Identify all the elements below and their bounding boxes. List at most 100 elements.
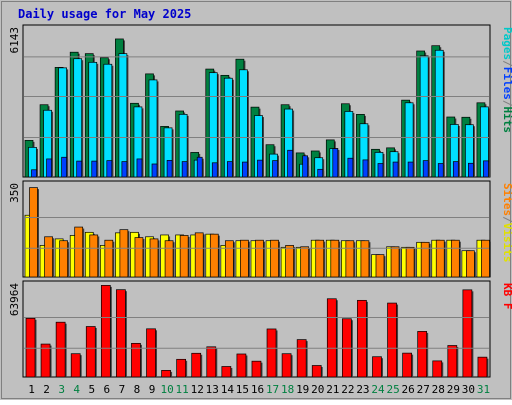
pages-bar	[61, 156, 67, 178]
kbf-bar	[161, 370, 171, 378]
x-tick-label: 6	[104, 383, 111, 396]
x-tick-label: 2	[43, 383, 50, 396]
pages-bar	[407, 161, 414, 178]
x-tick-label: 28	[432, 383, 445, 396]
visits-sites-bars	[24, 187, 491, 278]
pages-bar	[31, 169, 37, 178]
hits-files-pages-bars	[24, 38, 490, 178]
pages-bar	[242, 161, 248, 178]
pages-bar	[121, 161, 128, 178]
kbf-axis-max-label: 63964	[8, 283, 21, 316]
pages-bar	[377, 163, 384, 178]
kbf-bar	[191, 352, 202, 378]
x-tick-label: 19	[296, 383, 309, 396]
pages-bar	[46, 158, 52, 178]
files-bar	[73, 58, 83, 178]
pages-bar	[76, 160, 83, 178]
x-tick-label: 9	[149, 383, 156, 396]
files-bar	[103, 63, 113, 178]
files-bar	[208, 72, 218, 178]
pages-bar	[257, 159, 263, 178]
sites-bar	[194, 232, 204, 278]
sites-bar	[375, 254, 385, 278]
x-tick-label: 8	[134, 383, 141, 396]
sites-bar	[270, 239, 279, 278]
kbf-bar	[477, 356, 488, 378]
pages-bar	[91, 160, 98, 178]
sites-visits-legend-item: /	[501, 216, 512, 223]
kbf-bar	[402, 352, 412, 378]
sites-bar	[164, 240, 174, 278]
sites-bar	[134, 237, 144, 278]
kbf-bar	[462, 289, 473, 378]
x-tick-label: 21	[326, 383, 339, 396]
kbf-bar	[55, 321, 66, 378]
x-tick-label: 25	[386, 383, 399, 396]
pages-bar	[106, 160, 113, 178]
sites-visits-legend-item: Sites	[501, 183, 512, 216]
pages-bar	[347, 157, 354, 178]
kbf-bar	[85, 326, 96, 378]
kbf-bar	[70, 353, 81, 378]
sites-bar	[255, 239, 264, 278]
pages-bar	[483, 160, 489, 178]
x-tick-label: 22	[341, 383, 354, 396]
kbf-bar	[146, 328, 156, 378]
x-tick-label: 24	[371, 383, 385, 396]
sites-bar	[420, 241, 430, 278]
sites-bar	[285, 245, 294, 278]
x-tick-label: 4	[73, 383, 80, 396]
pages-bar	[392, 161, 399, 178]
x-tick-label: 10	[160, 383, 173, 396]
kbf-bar	[432, 360, 443, 378]
pages-bar	[302, 155, 309, 178]
files-bar	[88, 61, 98, 178]
pages-bar	[317, 168, 324, 178]
hits-files-pages-legend: Pages/Files/Hits	[501, 27, 512, 133]
pages-bar	[226, 161, 233, 178]
kbf-bar	[447, 345, 458, 378]
pages-bar	[437, 163, 444, 178]
kbf-bar	[131, 342, 141, 378]
kbf-bar	[176, 358, 186, 378]
x-tick-label: 26	[402, 383, 415, 396]
pages-bar	[211, 162, 218, 178]
kbf-bar	[221, 366, 232, 378]
sites-bar	[59, 240, 68, 278]
pages-bar	[196, 156, 203, 178]
x-tick-label: 7	[119, 383, 126, 396]
sites-bar	[209, 233, 219, 278]
hits-files-pages-legend-item: Pages	[501, 27, 512, 60]
sites-bar	[345, 240, 355, 278]
x-tick-label: 16	[251, 383, 264, 396]
sites-bar	[29, 187, 38, 278]
sites-visits-legend-item: Visits	[501, 223, 512, 263]
sites-bar	[450, 239, 460, 278]
x-tick-label: 18	[281, 383, 294, 396]
kbf-bar	[372, 356, 382, 378]
sites-bar	[360, 240, 370, 278]
kbf-bar	[296, 339, 307, 378]
sites-bar	[300, 246, 310, 278]
sites-visits-legend: Sites/Visits	[501, 183, 512, 263]
pages-bar	[181, 161, 188, 178]
pages-bar	[151, 163, 158, 178]
kbf-bars	[25, 285, 489, 378]
x-tick-label: 13	[206, 383, 219, 396]
pages-bar	[136, 158, 143, 178]
sites-bar	[330, 239, 340, 278]
x-tick-label: 11	[176, 383, 189, 396]
x-tick-label: 12	[191, 383, 204, 396]
files-bar	[239, 69, 248, 178]
kbf-bar	[266, 328, 277, 378]
pages-bar	[422, 160, 429, 178]
sites-bar	[481, 239, 490, 278]
x-tick-label: 30	[462, 383, 475, 396]
sites-bar	[179, 235, 189, 278]
sites-bar	[104, 239, 114, 278]
sites-bar	[435, 239, 445, 278]
kbf-bar	[25, 317, 36, 378]
sites-bar	[315, 239, 325, 278]
hits-files-pages-legend-item: /	[501, 60, 512, 67]
